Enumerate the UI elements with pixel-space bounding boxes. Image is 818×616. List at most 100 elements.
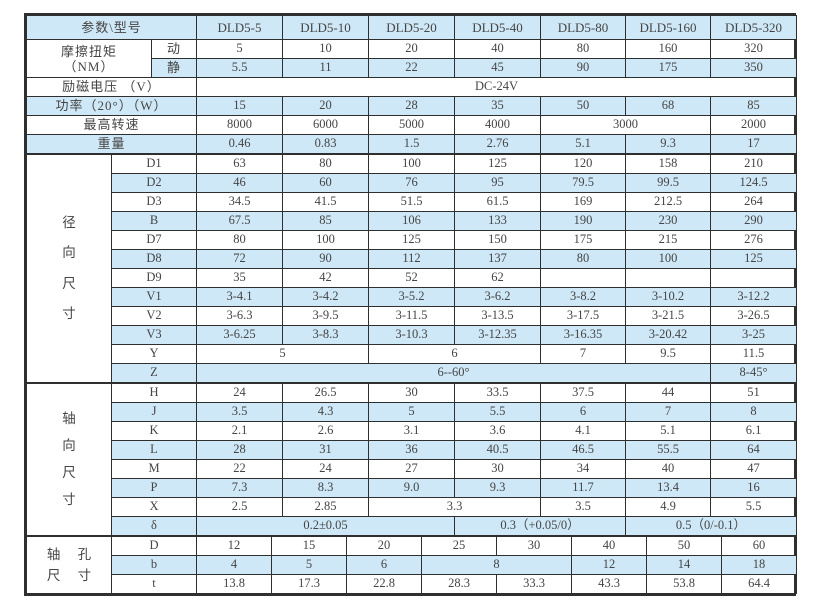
dim-label: t (111, 574, 197, 594)
axial-section-label: 轴 向 尺 寸 (26, 383, 112, 536)
value-cell: 14 (646, 555, 722, 575)
value-cell: 0.83 (282, 134, 369, 154)
value-cell: 26.5 (282, 383, 369, 403)
value-cell: 28 (196, 440, 283, 460)
model-header: DLD5-160 (625, 15, 711, 40)
value-cell: 33.5 (454, 383, 541, 403)
value-cell: 90 (282, 249, 369, 269)
value-cell: 9.0 (368, 478, 455, 498)
value-cell: 3-9.5 (282, 306, 369, 326)
value-cell: 45 (454, 58, 541, 78)
spec-table-axial: 轴 向 尺 寸 H 24 26.5 30 33.5 37.5 44 51 J 3… (26, 383, 797, 536)
dim-label: V1 (111, 287, 197, 307)
value-cell: 12 (571, 555, 647, 575)
value-cell: 10 (282, 39, 369, 59)
value-cell: 40 (454, 39, 541, 59)
friction-label-line2: （NM） (63, 58, 115, 74)
value-cell: 95 (454, 173, 541, 193)
value-cell: 63 (196, 154, 283, 174)
value-cell: 80 (196, 230, 283, 250)
value-cell: 6 (540, 402, 626, 422)
table-row-friction-dynamic: 摩擦扭矩 （NM） 动 5 10 20 40 80 160 320 (26, 39, 797, 78)
value-cell: 9.3 (625, 134, 711, 154)
value-cell: 80 (540, 249, 626, 269)
table-row-delta: δ 0.2±0.05 0.3（+0.05/0） 0.5（0/-0.1） (27, 516, 797, 536)
table-row-header: 参数\型号 DLD5-5 DLD5-10 DLD5-20 DLD5-40 DLD… (26, 15, 797, 40)
value-cell: 264 (710, 192, 797, 212)
value-cell: 160 (625, 39, 711, 59)
value-cell: 5 (196, 39, 283, 59)
value-cell: 124.5 (710, 173, 797, 193)
value-cell: 79.5 (540, 173, 626, 193)
value-cell: 62 (454, 268, 541, 288)
table-row-V1: V1 3-4.1 3-4.2 3-5.2 3-6.2 3-8.2 3-10.2 … (27, 287, 797, 307)
value-cell: 3-25 (710, 325, 797, 345)
value-cell: 55.5 (625, 440, 711, 460)
value-cell: 7 (540, 344, 626, 364)
value-cell: 36 (368, 440, 455, 460)
radial-label-char: 尺 (62, 275, 76, 291)
table-row-K: K 2.1 2.6 3.1 3.6 4.1 5.1 6.1 (27, 421, 797, 441)
value-cell: 3.6 (454, 421, 541, 441)
value-cell: 5.5 (454, 402, 541, 422)
value-cell: 3-26.5 (710, 306, 797, 326)
table-row-X: X 2.5 2.85 3.3 3.5 4.9 5.5 (27, 497, 797, 517)
dim-label: D1 (111, 154, 197, 174)
value-cell (625, 268, 711, 288)
value-cell: 133 (454, 211, 541, 231)
value-cell: 60 (721, 536, 797, 556)
model-header: DLD5-5 (196, 15, 283, 40)
value-cell: 3-4.2 (282, 287, 369, 307)
value-cell: 6000 (282, 115, 369, 135)
value-cell: 3-4.1 (196, 287, 283, 307)
bore-section-label: 轴 孔 尺 寸 (26, 536, 112, 594)
radial-label-char: 向 (62, 245, 76, 261)
table-row-D3: D3 34.5 41.5 51.5 61.5 169 212.5 264 (27, 192, 797, 212)
corner-cell: 参数\型号 (26, 15, 197, 40)
value-cell: 3-5.2 (368, 287, 455, 307)
value-cell: 20 (368, 39, 455, 59)
table-row-power: 功率（20°）（W） 15 20 28 35 50 68 85 (26, 96, 797, 116)
value-cell: 11.5 (710, 344, 797, 364)
value-cell: 125 (454, 154, 541, 174)
value-cell: 85 (710, 96, 797, 116)
value-cell: 3-12.2 (710, 287, 797, 307)
value-cell: 0.5（0/-0.1） (625, 516, 797, 536)
value-cell: 24 (196, 383, 283, 403)
voltage-value: DC-24V (196, 77, 797, 97)
value-cell: 50 (540, 96, 626, 116)
value-cell: 13.8 (196, 574, 272, 594)
radial-label-char: 径 (62, 215, 76, 231)
value-cell: 51 (710, 383, 797, 403)
value-cell: 150 (454, 230, 541, 250)
spec-table: 参数\型号 DLD5-5 DLD5-10 DLD5-20 DLD5-40 DLD… (24, 13, 797, 596)
value-cell: 15 (271, 536, 347, 556)
value-cell: 125 (710, 249, 797, 269)
axial-label-char: 寸 (62, 492, 76, 508)
value-cell: 42 (282, 268, 369, 288)
table-row-weight: 重量 0.46 0.83 1.5 2.76 5.1 9.3 17 (26, 134, 797, 154)
value-cell: 12 (196, 536, 272, 556)
value-cell: 60 (282, 173, 369, 193)
table-row-H: 轴 向 尺 寸 H 24 26.5 30 33.5 37.5 44 51 (26, 383, 797, 536)
table-row-P: P 7.3 8.3 9.0 9.3 11.7 13.4 16 (27, 478, 797, 498)
value-cell: 190 (540, 211, 626, 231)
value-cell: 28.3 (421, 574, 497, 594)
value-cell: 34.5 (196, 192, 283, 212)
value-cell: 22 (368, 58, 455, 78)
dim-label: P (111, 478, 197, 498)
table-row-V3: V3 3-6.25 3-8.3 3-10.3 3-12.35 3-16.35 3… (27, 325, 797, 345)
model-header: DLD5-320 (710, 15, 797, 40)
value-cell: 44 (625, 383, 711, 403)
value-cell: 3-10.3 (368, 325, 455, 345)
value-cell: 4.9 (625, 497, 711, 517)
table-row-M: M 22 24 27 30 34 40 47 (27, 459, 797, 479)
max-speed-label: 最高转速 (26, 115, 197, 135)
dim-label: D (111, 536, 197, 556)
value-cell: 3.5 (540, 497, 626, 517)
value-cell: 67.5 (196, 211, 283, 231)
value-cell: 3.1 (368, 421, 455, 441)
value-cell: 17 (710, 134, 797, 154)
value-cell: 51.5 (368, 192, 455, 212)
value-cell: 5 (196, 344, 369, 364)
